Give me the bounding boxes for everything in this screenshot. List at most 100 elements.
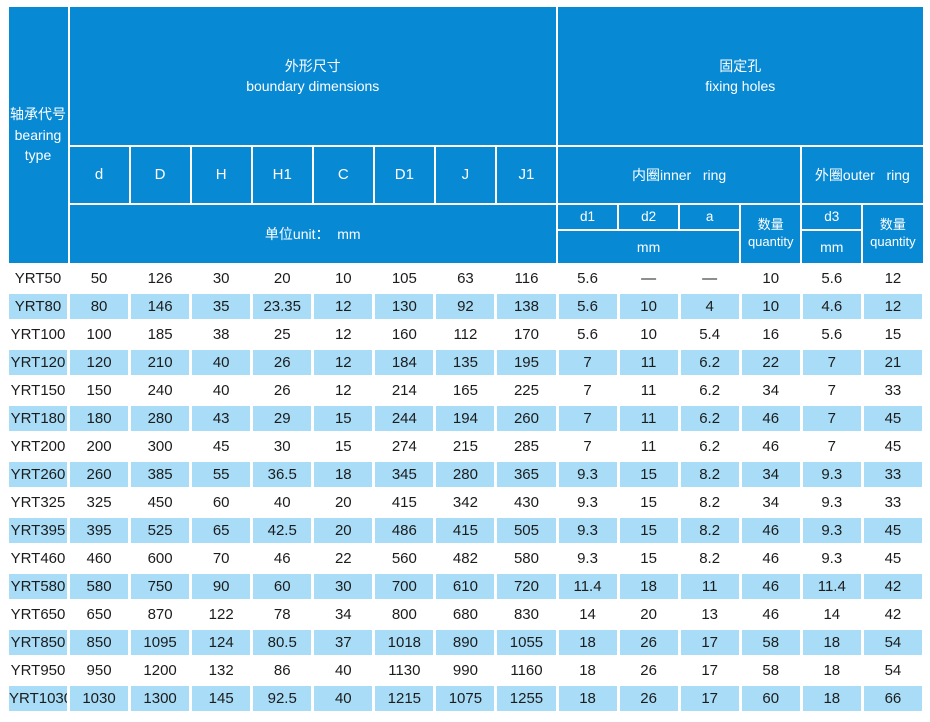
col-header-D: D <box>128 145 192 205</box>
value-cell: 9.3 <box>555 486 620 518</box>
table-row: YRT180 180 280 43 29 15 244 194 260 7 11 6.2 46 7 45 <box>6 402 926 434</box>
value-cell: 46 <box>250 542 315 574</box>
value-cell: 210 <box>128 346 193 378</box>
table-row: YRT395 395 525 65 42.5 20 486 415 505 9.3 15 8.2 46 9… <box>6 514 926 546</box>
value-cell: 12 <box>311 346 376 378</box>
value-cell: 7 <box>799 374 864 406</box>
inner-mm-header: mm <box>555 229 742 265</box>
value-cell: 185 <box>128 318 193 350</box>
value-cell: 86 <box>250 654 315 686</box>
value-cell: 720 <box>494 570 559 602</box>
bearing-type-cell: YRT850 <box>6 626 70 658</box>
table-row: YRT120 120 210 40 26 12 184 135 195 7 11 6.2 22 7 21 <box>6 346 926 378</box>
value-cell: 610 <box>433 570 498 602</box>
value-cell: 6.2 <box>677 402 742 434</box>
value-cell: 58 <box>738 626 803 658</box>
value-cell: 21 <box>860 346 926 378</box>
fixing-holes-header: 固定孔 fixing holes <box>556 5 925 147</box>
value-cell: 37 <box>311 626 376 658</box>
table-body: YRT50 50 126 30 20 10 105 63 116 5.6— —10 5.6 12 YRT8… <box>6 262 926 714</box>
bearing-type-cell: YRT100 <box>6 318 70 350</box>
value-cell: 12 <box>860 290 926 322</box>
value-cell: 11 <box>616 346 681 378</box>
value-cell: 280 <box>433 458 498 490</box>
table-row: YRT100 100 185 38 25 12 160 112 170 5.6 10 5.4 16 5.6… <box>6 318 926 350</box>
value-cell: 7 <box>799 346 864 378</box>
value-cell: 12 <box>860 262 926 294</box>
header-row-units: mm mm <box>8 229 924 265</box>
value-cell: 60 <box>189 486 254 518</box>
value-cell: 430 <box>494 486 559 518</box>
value-cell: 194 <box>433 402 498 434</box>
value-cell: 20 <box>311 486 376 518</box>
bearing-type-cell: YRT950 <box>6 654 70 686</box>
value-cell: 11.4 <box>555 570 620 602</box>
value-cell: 26 <box>616 626 681 658</box>
value-cell: 15 <box>860 318 926 350</box>
col-header-d1: d1 <box>555 203 620 231</box>
value-cell: 1160 <box>494 654 559 686</box>
value-cell: 11 <box>616 430 681 462</box>
value-cell: 482 <box>433 542 498 574</box>
value-cell: — <box>616 262 681 294</box>
bearing-type-cell: YRT80 <box>6 290 70 322</box>
value-cell: 9.3 <box>555 542 620 574</box>
value-cell: 8.2 <box>677 458 742 490</box>
value-cell: 14 <box>799 598 864 630</box>
bearing-type-cell: YRT150 <box>6 374 70 406</box>
value-cell: 11 <box>616 402 681 434</box>
value-cell: 42.5 <box>250 514 315 546</box>
value-cell: 15 <box>311 402 376 434</box>
value-cell: 20 <box>311 514 376 546</box>
value-cell: 415 <box>433 514 498 546</box>
value-cell: 1055 <box>494 626 559 658</box>
header-row-groups: 轴承代号 bearing type 外形尺寸 boundary dimensio… <box>6 5 925 265</box>
value-cell: 200 <box>66 430 132 462</box>
value-cell: 505 <box>494 514 559 546</box>
value-cell: 10 <box>616 290 681 322</box>
value-cell: 40 <box>250 486 315 518</box>
value-cell: 18 <box>799 654 864 686</box>
col-header-H1: H1 <box>250 145 314 205</box>
value-cell: 170 <box>494 318 559 350</box>
value-cell: 1030 <box>66 682 132 714</box>
value-cell: 165 <box>433 374 498 406</box>
value-cell: 7 <box>555 346 620 378</box>
value-cell: 9.3 <box>799 458 864 490</box>
value-cell: 150 <box>66 374 132 406</box>
value-cell: 18 <box>799 682 864 714</box>
value-cell: 9.3 <box>799 514 864 546</box>
value-cell: 42 <box>860 570 926 602</box>
value-cell: 18 <box>616 570 681 602</box>
value-cell: 580 <box>494 542 559 574</box>
value-cell: 45 <box>860 514 926 546</box>
value-cell: 5.6 <box>555 318 620 350</box>
value-cell: 65 <box>189 514 254 546</box>
value-cell: 26 <box>616 682 681 714</box>
value-cell: 7 <box>555 374 620 406</box>
value-cell: 195 <box>494 346 559 378</box>
value-cell: 7 <box>799 402 864 434</box>
value-cell: 40 <box>311 654 376 686</box>
value-cell: 23.35 <box>250 290 315 322</box>
header-row-subcolumns: 单位unit： mm d1 d2 a 数量 quantity d3 数量 qua… <box>8 203 925 265</box>
value-cell: 60 <box>250 570 315 602</box>
col-header-J: J <box>433 145 497 205</box>
value-cell: 92 <box>433 290 498 322</box>
value-cell: 15 <box>616 514 681 546</box>
value-cell: 5.6 <box>555 262 620 294</box>
value-cell: 45 <box>860 402 926 434</box>
value-cell: 7 <box>555 430 620 462</box>
value-cell: 45 <box>189 430 254 462</box>
value-cell: 8.2 <box>677 542 742 574</box>
value-cell: 184 <box>372 346 437 378</box>
bearing-type-cell: YRT650 <box>6 598 70 630</box>
bearing-spec-table: 轴承代号 bearing type 外形尺寸 boundary dimensio… <box>6 5 926 714</box>
value-cell: 10 <box>738 290 803 322</box>
value-cell: 40 <box>189 374 254 406</box>
bearing-type-cell: YRT200 <box>6 430 70 462</box>
value-cell: 126 <box>128 262 193 294</box>
value-cell: 145 <box>189 682 254 714</box>
col-header-H: H <box>189 145 253 205</box>
bearing-type-cell: YRT395 <box>6 514 70 546</box>
